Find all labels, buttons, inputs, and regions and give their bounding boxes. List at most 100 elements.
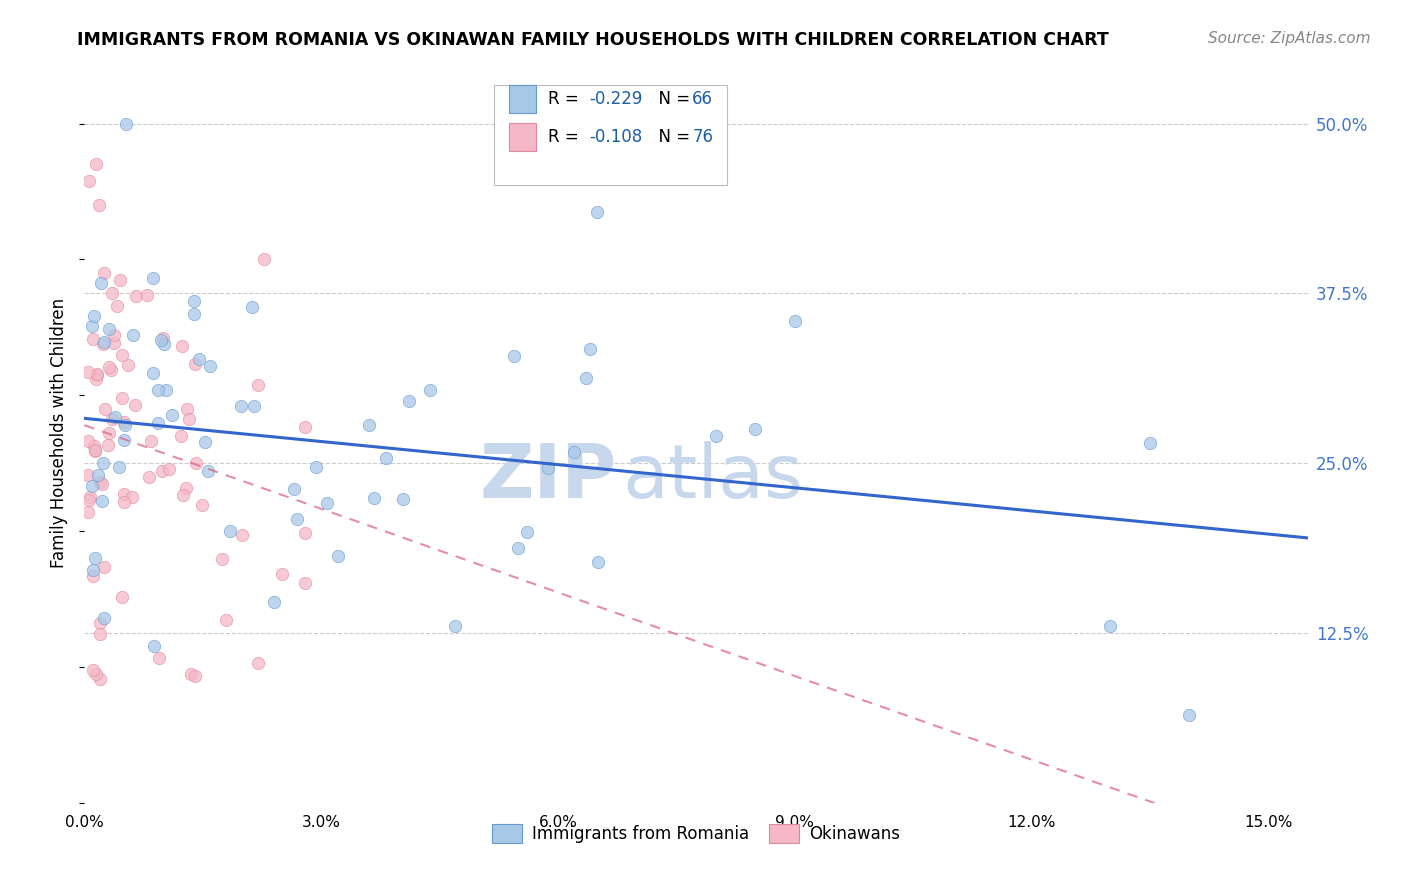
Point bbox=[86, 367, 108, 381]
Point bbox=[111, 348, 134, 362]
Point bbox=[104, 409, 127, 424]
Point bbox=[170, 429, 193, 443]
Point bbox=[112, 495, 135, 509]
Text: -0.108: -0.108 bbox=[589, 128, 643, 146]
Point bbox=[170, 338, 193, 352]
Point bbox=[305, 459, 328, 474]
Point bbox=[100, 285, 122, 300]
Point bbox=[98, 322, 121, 336]
Point bbox=[90, 476, 112, 491]
Point bbox=[77, 365, 100, 379]
Point bbox=[112, 487, 135, 501]
Point bbox=[94, 402, 117, 417]
Text: atlas: atlas bbox=[623, 441, 804, 514]
Point bbox=[578, 342, 600, 356]
Text: 66: 66 bbox=[692, 90, 713, 108]
Point bbox=[82, 663, 104, 677]
Text: R =: R = bbox=[548, 90, 583, 108]
Text: R =: R = bbox=[548, 128, 583, 146]
Point bbox=[83, 309, 105, 323]
Point bbox=[84, 372, 107, 386]
Point bbox=[148, 416, 170, 430]
Point bbox=[246, 378, 269, 392]
Point bbox=[96, 437, 118, 451]
Point bbox=[183, 294, 205, 309]
Point bbox=[215, 613, 238, 627]
Point bbox=[79, 493, 101, 508]
Point bbox=[121, 490, 143, 504]
Point bbox=[270, 566, 292, 581]
Point bbox=[82, 332, 104, 346]
Text: IMMIGRANTS FROM ROMANIA VS OKINAWAN FAMILY HOUSEHOLDS WITH CHILDREN CORRELATION : IMMIGRANTS FROM ROMANIA VS OKINAWAN FAMI… bbox=[77, 31, 1109, 49]
Point bbox=[82, 479, 104, 493]
Point bbox=[111, 590, 134, 604]
Point bbox=[77, 174, 100, 188]
Point bbox=[219, 524, 242, 538]
Point bbox=[704, 429, 727, 443]
Point bbox=[243, 399, 266, 413]
Point bbox=[83, 444, 105, 458]
FancyBboxPatch shape bbox=[509, 85, 536, 112]
Point bbox=[89, 615, 111, 630]
Point bbox=[229, 399, 252, 413]
Point bbox=[98, 425, 121, 440]
Point bbox=[87, 198, 110, 212]
Point bbox=[283, 483, 305, 497]
Point bbox=[89, 672, 111, 686]
Point bbox=[198, 359, 221, 374]
Point bbox=[184, 357, 207, 371]
Point bbox=[508, 541, 530, 555]
Point bbox=[93, 456, 115, 470]
Point bbox=[246, 657, 269, 671]
Point bbox=[184, 669, 207, 683]
Point bbox=[114, 415, 136, 429]
Point bbox=[240, 301, 263, 315]
Point bbox=[108, 273, 131, 287]
Point bbox=[285, 512, 308, 526]
Point bbox=[231, 528, 253, 542]
Point bbox=[150, 464, 173, 478]
Point bbox=[419, 383, 441, 397]
Point bbox=[82, 318, 104, 333]
Point bbox=[744, 422, 766, 436]
Point bbox=[294, 576, 316, 591]
Point bbox=[105, 299, 128, 313]
Point bbox=[392, 491, 415, 506]
Point bbox=[172, 488, 194, 502]
Point bbox=[586, 205, 609, 219]
Point bbox=[112, 434, 135, 448]
Point bbox=[89, 627, 111, 641]
FancyBboxPatch shape bbox=[509, 123, 536, 152]
Point bbox=[374, 451, 396, 466]
Point bbox=[139, 434, 162, 448]
Point bbox=[90, 276, 112, 290]
Point bbox=[100, 362, 122, 376]
Point bbox=[1139, 435, 1161, 450]
Point bbox=[183, 307, 205, 321]
Point bbox=[87, 468, 110, 483]
Point bbox=[125, 288, 148, 302]
Point bbox=[114, 417, 136, 432]
Point bbox=[187, 351, 209, 366]
Point bbox=[82, 563, 104, 577]
Point bbox=[294, 525, 316, 540]
Point bbox=[111, 391, 134, 405]
Point bbox=[93, 611, 115, 625]
Point bbox=[84, 442, 107, 457]
Point bbox=[253, 252, 276, 267]
Text: Source: ZipAtlas.com: Source: ZipAtlas.com bbox=[1208, 31, 1371, 46]
Point bbox=[315, 496, 337, 510]
Point bbox=[100, 412, 122, 426]
Point bbox=[149, 333, 172, 347]
Point bbox=[155, 383, 177, 397]
Text: 76: 76 bbox=[692, 128, 713, 146]
Point bbox=[98, 359, 121, 374]
Point bbox=[197, 465, 219, 479]
Point bbox=[142, 366, 165, 380]
Point bbox=[82, 569, 104, 583]
Point bbox=[143, 639, 166, 653]
FancyBboxPatch shape bbox=[494, 85, 727, 185]
Point bbox=[516, 524, 538, 539]
Point bbox=[77, 468, 100, 483]
Point bbox=[136, 288, 159, 302]
